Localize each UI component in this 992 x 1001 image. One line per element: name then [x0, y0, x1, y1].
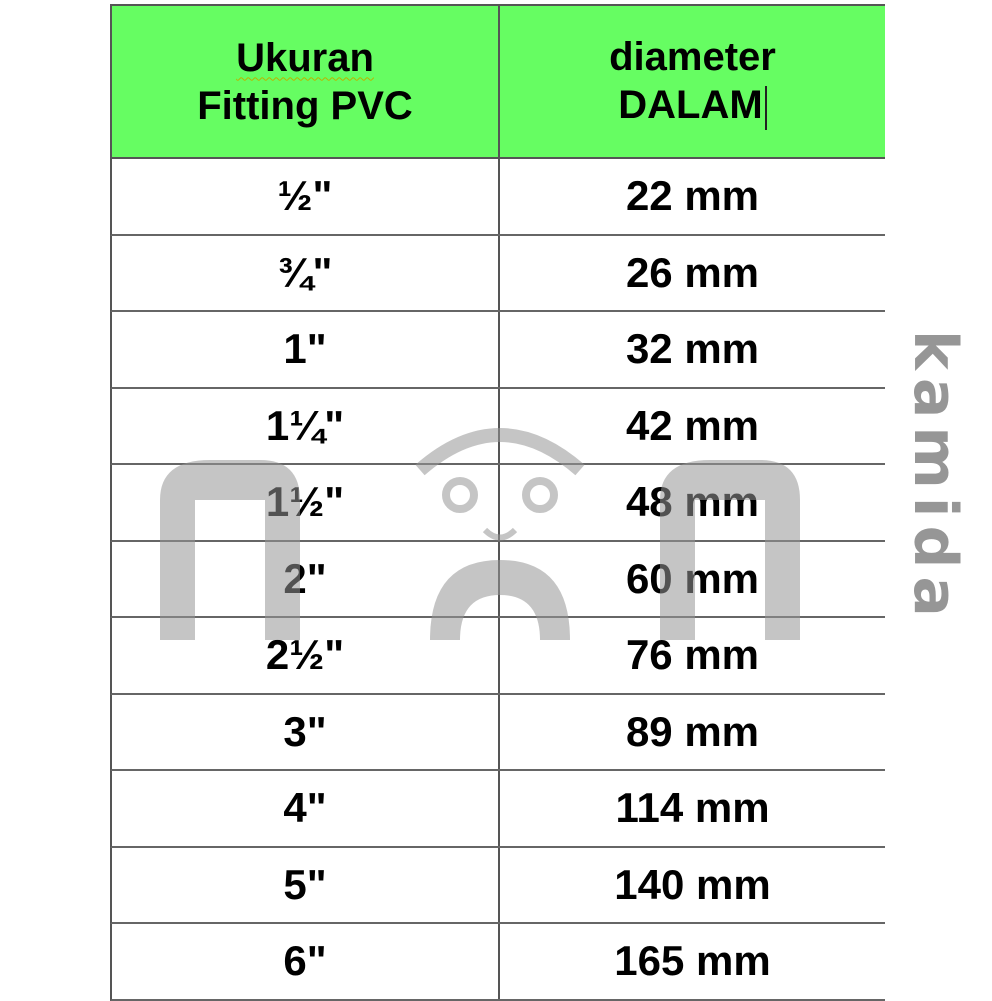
size-cell: 1½": [112, 465, 500, 540]
size-cell: 1¼": [112, 388, 500, 463]
header-size-column: Ukuran Fitting PVC: [112, 6, 500, 157]
table-row: 6" 165 mm: [110, 924, 885, 1001]
size-cell: 3": [112, 694, 500, 769]
table-row: 1½" 48 mm: [110, 465, 885, 542]
table-row: 1¼" 42 mm: [110, 388, 885, 465]
diameter-cell: 32 mm: [625, 325, 760, 373]
header-diameter-column: diameter DALAM: [500, 6, 885, 157]
diameter-cell: 89 mm: [625, 707, 760, 755]
table-row: 3" 89 mm: [110, 694, 885, 771]
size-cell: 5": [112, 847, 500, 922]
header-col1-line2: Fitting PVC: [197, 83, 413, 128]
size-cell: 2": [112, 541, 500, 616]
diameter-cell: 165 mm: [614, 937, 771, 985]
watermark-text: kamida: [900, 330, 970, 625]
table-row: 1" 32 mm: [110, 312, 885, 389]
size-cell: 4": [112, 771, 500, 846]
diameter-cell: 140 mm: [614, 860, 771, 908]
diameter-cell: 76 mm: [625, 631, 760, 679]
header-col1-line1: Ukuran: [236, 35, 374, 80]
table-row: 2½" 76 mm: [110, 618, 885, 695]
diameter-cell: 26 mm: [625, 248, 760, 296]
diameter-cell: 42 mm: [625, 401, 760, 449]
size-cell: ½": [112, 159, 500, 234]
header-col2-line2: DALAM: [618, 83, 763, 128]
diameter-cell: 48 mm: [625, 478, 760, 526]
pvc-size-table: Ukuran Fitting PVC diameter DALAM ½" 22 m…: [110, 4, 885, 1001]
table-row: 2" 60 mm: [110, 541, 885, 618]
table-row: 5" 140 mm: [110, 847, 885, 924]
size-cell: 2½": [112, 618, 500, 693]
table-body: ½" 22 mm ¾" 26 mm 1" 32 mm 1¼" 42 mm 1½" 48 mm 2" 6…: [110, 159, 885, 1001]
table-header: Ukuran Fitting PVC diameter DALAM: [110, 4, 885, 159]
header-col2-line1: diameter: [609, 35, 776, 80]
size-cell: 1": [112, 312, 500, 387]
size-cell: ¾": [112, 235, 500, 310]
diameter-cell: 22 mm: [625, 172, 760, 220]
table-row: ½" 22 mm: [110, 159, 885, 236]
table-row: 4" 114 mm: [110, 771, 885, 848]
text-cursor: [764, 85, 767, 130]
table-row: ¾" 26 mm: [110, 235, 885, 312]
diameter-cell: 114 mm: [615, 784, 770, 832]
diameter-cell: 60 mm: [625, 554, 760, 602]
size-cell: 6": [112, 924, 500, 999]
